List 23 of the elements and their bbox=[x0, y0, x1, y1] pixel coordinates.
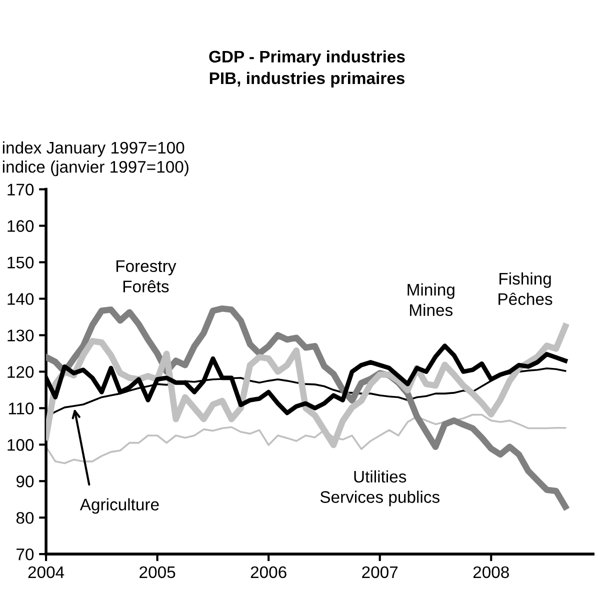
annotation: Utilities Services publics bbox=[320, 470, 440, 506]
annotation: Mining Mines bbox=[408, 283, 454, 316]
x-tick-label: 2008 bbox=[473, 566, 509, 578]
annotation: Forestry Forêts bbox=[116, 260, 176, 292]
y-axis-title: index January 1997=100 indice (janvier 1997=100) bbox=[2, 141, 188, 176]
y-tick-label: 170 bbox=[8, 184, 34, 196]
annotation: Fishing Pêches bbox=[498, 272, 552, 305]
x-tick-label: 2005 bbox=[140, 566, 176, 578]
y-tick-label: 130 bbox=[8, 330, 34, 342]
y-tick-label: 80 bbox=[16, 512, 34, 524]
y-tick-label: 160 bbox=[8, 220, 34, 232]
y-tick-label: 110 bbox=[8, 402, 34, 414]
y-tick-label: 100 bbox=[8, 439, 34, 451]
y-tick-label: 150 bbox=[8, 256, 34, 268]
chart-title: GDP - Primary industries PIB, industries primaires bbox=[209, 50, 405, 88]
y-tick-label: 90 bbox=[16, 476, 34, 488]
y-tick-label: 70 bbox=[16, 548, 34, 560]
annotation: Agriculture bbox=[80, 498, 159, 514]
x-tick-label: 2006 bbox=[250, 566, 286, 578]
y-tick-label: 140 bbox=[8, 293, 34, 305]
y-tick-label: 120 bbox=[8, 366, 34, 378]
x-tick-label: 2004 bbox=[28, 566, 64, 578]
x-tick-label: 2007 bbox=[362, 566, 398, 578]
